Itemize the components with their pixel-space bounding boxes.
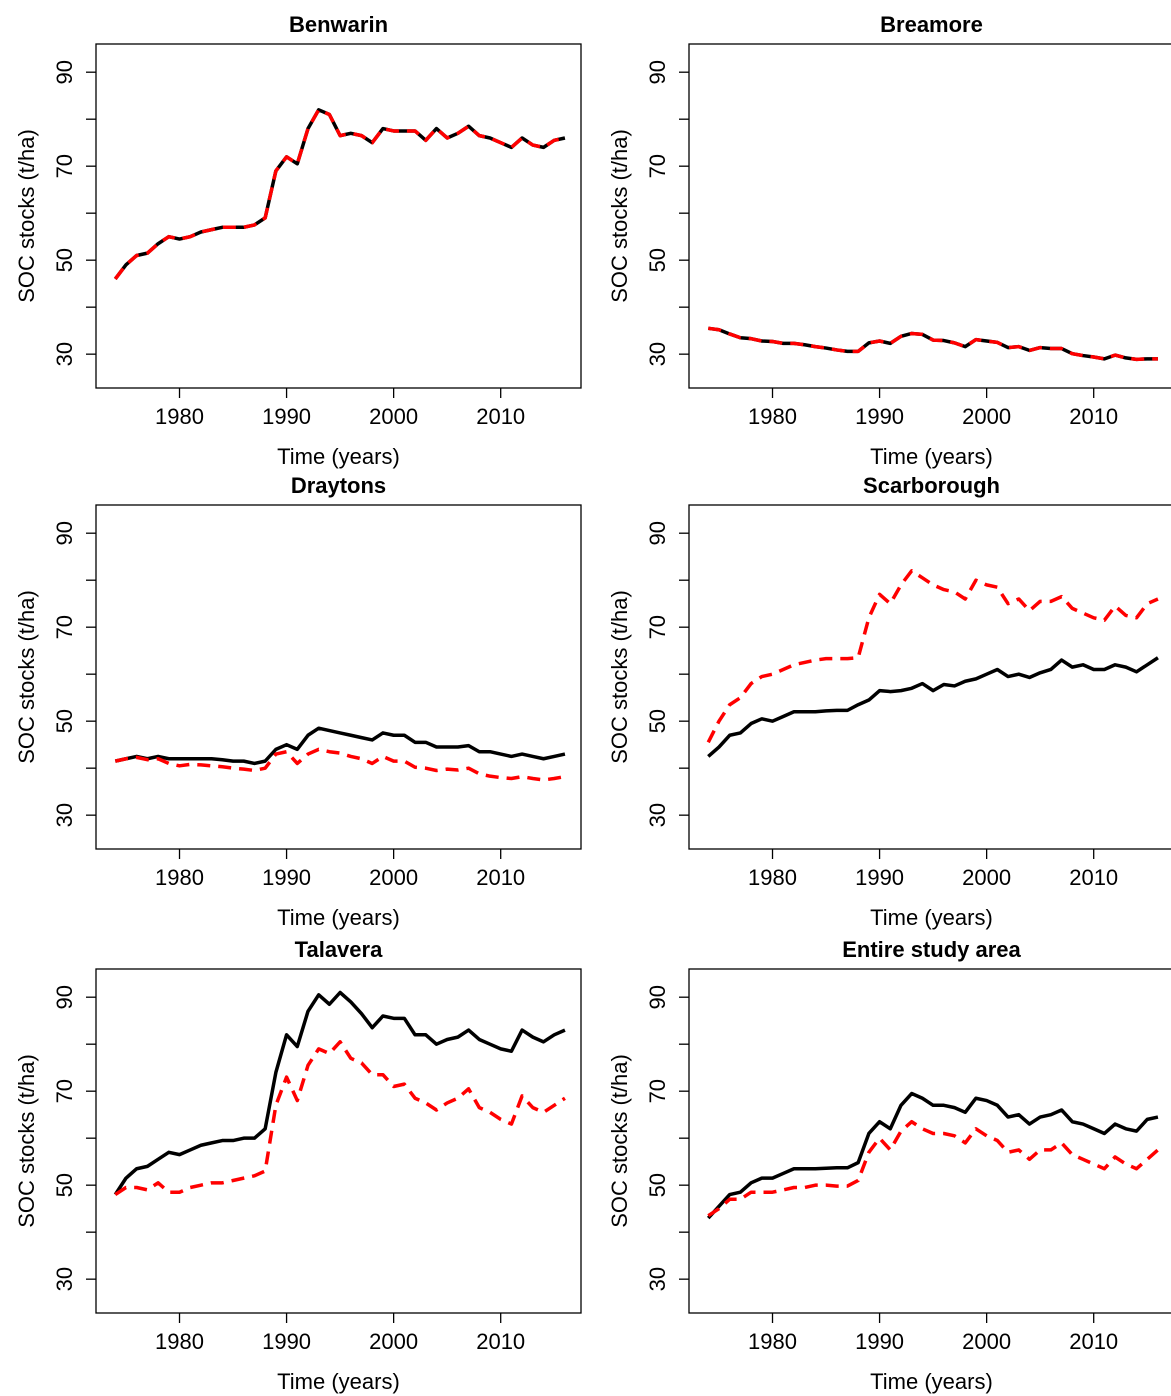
y-tick-label: 50 — [645, 1173, 670, 1197]
x-axis-label: Time (years) — [870, 444, 993, 469]
y-tick-label: 90 — [645, 985, 670, 1009]
y-axis-label: SOC stocks (t/ha) — [14, 129, 39, 303]
x-tick-label: 1980 — [155, 404, 204, 429]
plot-frame — [95, 43, 582, 389]
series-line — [706, 569, 1159, 744]
x-tick-label: 2000 — [369, 1329, 418, 1354]
panel: Breamore 1980 1990 2000 2010 30 50 70 90 Time (ye… — [607, 12, 1171, 469]
y-tick-label: 50 — [645, 709, 670, 733]
panel: Benwarin 1980 1990 2000 2010 30 50 70 90 Time (ye… — [14, 12, 582, 469]
series-line — [113, 990, 566, 1196]
panel: Scarborough 1980 1990 2000 2010 30 50 70 90 Time … — [607, 473, 1171, 930]
x-tick-label: 1990 — [855, 404, 904, 429]
plot-frame — [688, 968, 1171, 1314]
y-tick-label: 50 — [52, 248, 77, 272]
y-tick-label: 30 — [645, 342, 670, 366]
plot-frame — [688, 43, 1171, 389]
x-tick-label: 2010 — [476, 404, 525, 429]
y-tick-label: 90 — [52, 60, 77, 84]
y-tick-label: 50 — [52, 1173, 77, 1197]
y-tick-label: 30 — [52, 342, 77, 366]
y-tick-label: 70 — [52, 154, 77, 178]
chart-title: Scarborough — [863, 473, 1000, 498]
plot-frame — [95, 504, 582, 850]
series-line — [707, 1119, 1160, 1218]
x-tick-label: 2000 — [369, 865, 418, 890]
panel: Entire study area 1980 1990 2000 2010 30 50 70 9… — [607, 937, 1171, 1394]
y-tick-label: 90 — [52, 521, 77, 545]
x-tick-label: 2000 — [962, 865, 1011, 890]
y-axis-label: SOC stocks (t/ha) — [14, 1054, 39, 1228]
y-axis-label: SOC stocks (t/ha) — [14, 590, 39, 764]
y-tick-label: 50 — [52, 709, 77, 733]
y-tick-label: 90 — [52, 985, 77, 1009]
x-tick-label: 2010 — [1069, 1329, 1118, 1354]
series-line — [114, 747, 566, 782]
x-tick-label: 2000 — [369, 404, 418, 429]
y-tick-label: 30 — [52, 803, 77, 827]
x-axis-label: Time (years) — [277, 444, 400, 469]
panel: Talavera 1980 1990 2000 2010 30 50 70 90 Time (ye… — [14, 937, 582, 1394]
chart-title: Talavera — [295, 937, 383, 962]
y-tick-label: 30 — [645, 1267, 670, 1291]
y-tick-label: 70 — [52, 615, 77, 639]
x-tick-label: 1980 — [155, 865, 204, 890]
plot-frame — [688, 504, 1171, 850]
series-line — [708, 326, 1158, 362]
series-line — [114, 726, 566, 766]
x-tick-label: 1980 — [155, 1329, 204, 1354]
y-tick-label: 70 — [645, 154, 670, 178]
x-tick-label: 1980 — [748, 404, 797, 429]
x-tick-label: 1990 — [262, 865, 311, 890]
y-tick-label: 90 — [645, 60, 670, 84]
x-tick-label: 2000 — [962, 1329, 1011, 1354]
y-tick-label: 70 — [645, 615, 670, 639]
chart-title: Breamore — [880, 12, 983, 37]
x-tick-label: 1990 — [855, 865, 904, 890]
x-axis-label: Time (years) — [277, 1369, 400, 1394]
series-line — [708, 326, 1158, 362]
chart-title: Entire study area — [842, 937, 1021, 962]
x-tick-label: 2010 — [1069, 865, 1118, 890]
x-tick-label: 1980 — [748, 1329, 797, 1354]
y-tick-label: 50 — [645, 248, 670, 272]
panel: Draytons 1980 1990 2000 2010 30 50 70 90 Time (ye… — [14, 473, 582, 930]
series-line — [113, 108, 566, 281]
x-tick-label: 2010 — [476, 865, 525, 890]
x-tick-label: 1980 — [748, 865, 797, 890]
x-tick-label: 1990 — [262, 1329, 311, 1354]
x-axis-label: Time (years) — [870, 1369, 993, 1394]
y-axis-label: SOC stocks (t/ha) — [607, 129, 632, 303]
y-tick-label: 70 — [52, 1079, 77, 1103]
x-axis-label: Time (years) — [870, 905, 993, 930]
plot-frame — [95, 968, 582, 1314]
x-tick-label: 2010 — [476, 1329, 525, 1354]
x-tick-label: 1990 — [855, 1329, 904, 1354]
x-tick-label: 1990 — [262, 404, 311, 429]
y-tick-label: 90 — [645, 521, 670, 545]
y-axis-label: SOC stocks (t/ha) — [607, 1054, 632, 1228]
x-axis-label: Time (years) — [277, 905, 400, 930]
series-line — [707, 656, 1159, 758]
chart-title: Benwarin — [289, 12, 388, 37]
x-tick-label: 2000 — [962, 404, 1011, 429]
series-line — [706, 1091, 1159, 1220]
chart-title: Draytons — [291, 473, 386, 498]
y-tick-label: 30 — [52, 1267, 77, 1291]
y-tick-label: 30 — [645, 803, 670, 827]
y-axis-label: SOC stocks (t/ha) — [607, 590, 632, 764]
x-tick-label: 2010 — [1069, 404, 1118, 429]
series-line — [114, 1040, 566, 1197]
y-tick-label: 70 — [645, 1079, 670, 1103]
